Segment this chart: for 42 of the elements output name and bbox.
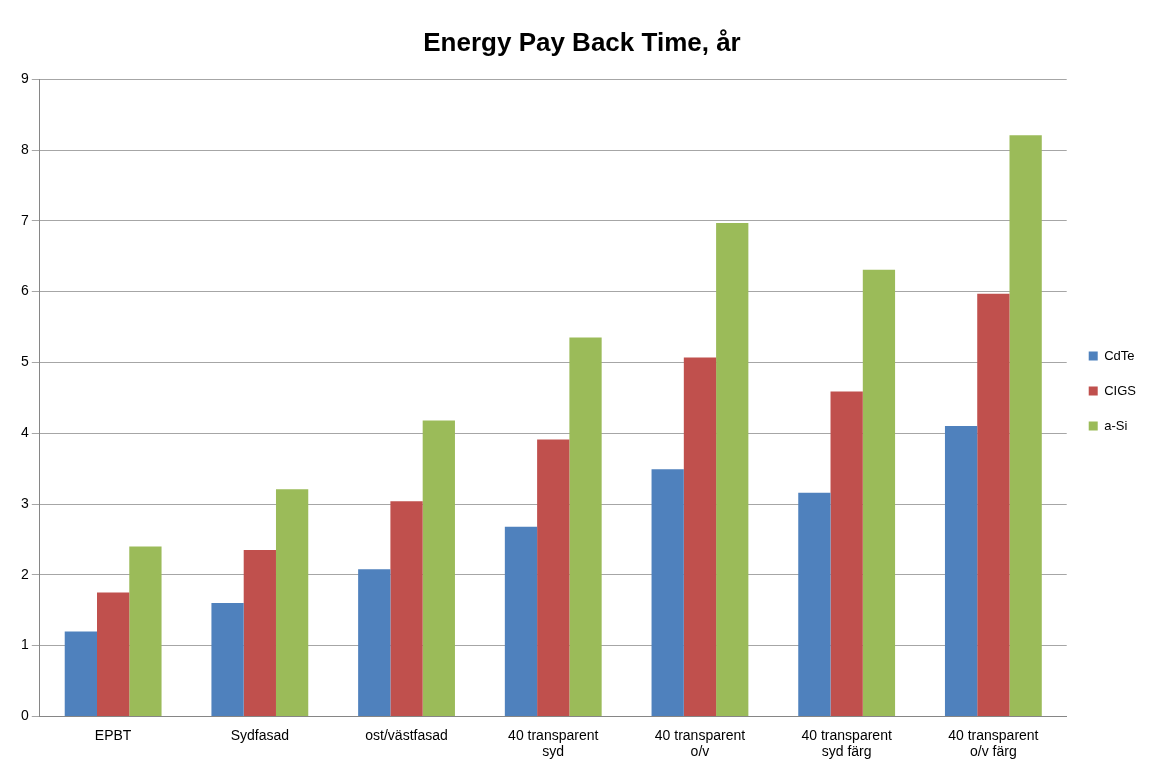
chart-title: Energy Pay Back Time, år bbox=[423, 26, 741, 57]
bar bbox=[830, 391, 863, 716]
bar bbox=[64, 631, 97, 716]
bar bbox=[1009, 135, 1042, 716]
y-tick-label: 4 bbox=[20, 424, 29, 441]
x-tick-label: ost/västfasad bbox=[365, 726, 448, 743]
y-tick-label: 2 bbox=[20, 565, 29, 582]
x-tick-label: 40 transparent o/v bbox=[654, 726, 746, 760]
bar bbox=[683, 357, 717, 716]
y-tick-label: 3 bbox=[20, 494, 29, 511]
y-tick-label: 9 bbox=[20, 70, 29, 87]
x-tick-label: Sydfasad bbox=[230, 726, 290, 743]
bar bbox=[798, 492, 831, 716]
bar bbox=[651, 469, 684, 716]
bar bbox=[862, 269, 896, 716]
bar bbox=[275, 489, 309, 716]
bar bbox=[716, 222, 749, 716]
bar bbox=[211, 603, 244, 716]
bar bbox=[129, 546, 162, 716]
y-tick-label: 7 bbox=[20, 211, 29, 228]
x-tick-label: 40 transparent o/v färg bbox=[948, 726, 1039, 760]
bar bbox=[97, 592, 130, 716]
y-tick-label: 8 bbox=[20, 140, 29, 157]
bar bbox=[422, 420, 455, 716]
y-tick-label: 1 bbox=[20, 636, 29, 653]
y-tick-label: 6 bbox=[20, 282, 29, 299]
bar bbox=[944, 426, 978, 716]
bar bbox=[569, 337, 602, 716]
bar bbox=[358, 569, 391, 716]
x-tick-label: 40 transparent syd färg bbox=[801, 726, 892, 760]
bar bbox=[977, 293, 1010, 716]
bar bbox=[537, 439, 570, 716]
bar bbox=[390, 501, 423, 716]
legend-label: CIGS bbox=[1104, 382, 1137, 398]
legend-label: CdTe bbox=[1104, 347, 1135, 363]
legend-label: a-Si bbox=[1104, 417, 1128, 433]
bar bbox=[504, 526, 538, 716]
y-tick-label: 5 bbox=[20, 353, 29, 370]
bar bbox=[243, 550, 276, 716]
y-tick-label: 0 bbox=[20, 707, 29, 724]
x-tick-label: 40 transparent syd bbox=[508, 726, 599, 760]
x-tick-label: EPBT bbox=[94, 726, 132, 743]
